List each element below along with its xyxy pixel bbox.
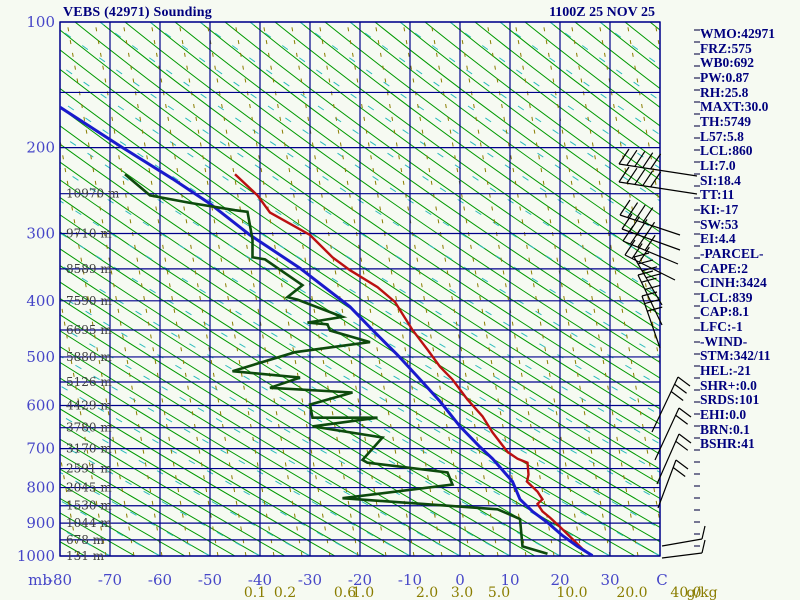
index-row: EHI:0.0 (700, 407, 747, 423)
index-row: LCL:860 (700, 143, 753, 159)
index-row: LCL:839 (700, 289, 753, 305)
index-row: BRN:0.1 (700, 421, 750, 437)
svg-text:131 m: 131 m (66, 549, 105, 563)
index-row: WB0:692 (700, 55, 754, 71)
mixing-ratio-labels: 0.1 0.2 0.61.0 2.0 3.0 5.0 10.0 20.0 40.0g/kg (244, 585, 718, 600)
temperature-unit-label: C (656, 571, 667, 589)
svg-text:10.0: 10.0 (556, 585, 587, 600)
index-row: CAPE:2 (700, 260, 748, 276)
index-row: LI:7.0 (700, 157, 736, 173)
index-row: KI:-17 (700, 201, 739, 217)
svg-text:1530 m: 1530 m (66, 499, 112, 513)
svg-text:678 m: 678 m (66, 533, 105, 547)
svg-text:0.1: 0.1 (244, 585, 266, 600)
right-edge-ticks (694, 29, 700, 547)
svg-text:5880 m: 5880 m (66, 350, 112, 364)
svg-text:2.0: 2.0 (416, 585, 438, 600)
wetbulb-curve (60, 105, 594, 556)
wind-barbs-layer (618, 148, 706, 559)
svg-text:-70: -70 (98, 571, 122, 589)
index-row: -PARCEL- (700, 245, 764, 261)
svg-text:30: 30 (600, 571, 619, 589)
svg-text:5.0: 5.0 (488, 585, 510, 600)
svg-text:-30: -30 (298, 571, 322, 589)
svg-text:4429 m: 4429 m (66, 399, 112, 413)
svg-text:-60: -60 (148, 571, 172, 589)
svg-text:20.0: 20.0 (616, 585, 647, 600)
svg-text:2591 m: 2591 m (66, 462, 112, 476)
pressure-unit-label: mb (28, 571, 52, 589)
index-row: TH:5749 (700, 113, 752, 129)
svg-text:200: 200 (26, 139, 55, 157)
svg-text:7590 m: 7590 m (66, 294, 112, 308)
svg-text:-10: -10 (398, 571, 422, 589)
index-row: STM:342/11 (700, 348, 771, 364)
index-row: FRZ:575 (700, 40, 752, 56)
index-row: -WIND- (700, 333, 748, 349)
svg-text:8589 m: 8589 m (66, 262, 112, 276)
dry-adiabats (60, 22, 660, 556)
plot-border (59, 21, 661, 557)
index-row: HEL:-21 (700, 363, 752, 379)
temperature-curve (234, 173, 591, 556)
svg-text:1000: 1000 (17, 547, 55, 565)
svg-text:0: 0 (455, 571, 465, 589)
chart-title: VEBS (42971) Sounding (63, 5, 212, 20)
index-row: SW:53 (700, 216, 739, 232)
svg-text:9710 m: 9710 m (66, 227, 112, 241)
svg-text:-80: -80 (48, 571, 72, 589)
index-row: LFC:-1 (700, 319, 743, 335)
svg-text:600: 600 (26, 397, 55, 415)
svg-text:40.0: 40.0 (670, 585, 701, 600)
index-row: CAP:8.1 (700, 304, 750, 320)
index-row: PW:0.87 (700, 69, 750, 85)
index-row: TT:11 (700, 187, 735, 203)
svg-text:-20: -20 (348, 571, 372, 589)
index-row: BSHR:41 (700, 436, 755, 452)
svg-text:0.6: 0.6 (334, 585, 356, 600)
svg-text:5126 m: 5126 m (66, 375, 112, 389)
svg-text:300: 300 (26, 225, 55, 243)
index-row: L57:5.8 (700, 128, 744, 144)
index-row: SRDS:101 (700, 392, 760, 408)
svg-text:2045 m: 2045 m (66, 481, 112, 495)
index-row: EI:4.4 (700, 231, 736, 247)
svg-text:3170 m: 3170 m (66, 442, 112, 456)
index-row: SI:18.4 (700, 172, 741, 188)
svg-text:1.0: 1.0 (352, 585, 374, 600)
index-row: MAXT:30.0 (700, 99, 769, 115)
temperature-axis-labels: -80 -70 -60 -50 -40 -30 -20 -10 0 10 20 30 C (48, 571, 668, 589)
index-row: SHR+:0.0 (700, 377, 757, 393)
svg-text:500: 500 (26, 348, 55, 366)
svg-text:800: 800 (26, 479, 55, 497)
index-row: WMO:42971 (700, 26, 775, 41)
dewpoint-curve (124, 173, 548, 556)
index-row: RH:25.8 (700, 84, 749, 100)
svg-text:400: 400 (26, 292, 55, 310)
pressure-axis-labels: 100 200 300 400 500 600 700 800 900 1000 mb (17, 13, 55, 589)
svg-text:700: 700 (26, 440, 55, 458)
indices-panel: WMO:42971 FRZ:575 WB0:692 PW:0.87 RH:25.8 MAX… (700, 26, 799, 452)
height-labels: 10970 m 9710 m 8589 m 7590 m 6695 m 5880 m 512… (66, 187, 120, 563)
svg-text:10970 m: 10970 m (66, 187, 120, 201)
svg-text:900: 900 (26, 514, 55, 532)
svg-text:20: 20 (550, 571, 569, 589)
svg-text:6695 m: 6695 m (66, 323, 112, 337)
svg-text:-40: -40 (248, 571, 272, 589)
index-row: CINH:3424 (700, 275, 767, 291)
svg-text:10: 10 (500, 571, 519, 589)
svg-text:1044 m: 1044 m (66, 516, 112, 530)
svg-text:3780 m: 3780 m (66, 421, 112, 435)
svg-text:0.2: 0.2 (274, 585, 296, 600)
svg-text:-50: -50 (198, 571, 222, 589)
mixing-ratio-unit-label: g/kg (686, 585, 717, 600)
chart-datetime: 1100Z 25 NOV 25 (549, 5, 655, 20)
svg-text:3.0: 3.0 (451, 585, 473, 600)
svg-text:100: 100 (26, 13, 55, 31)
